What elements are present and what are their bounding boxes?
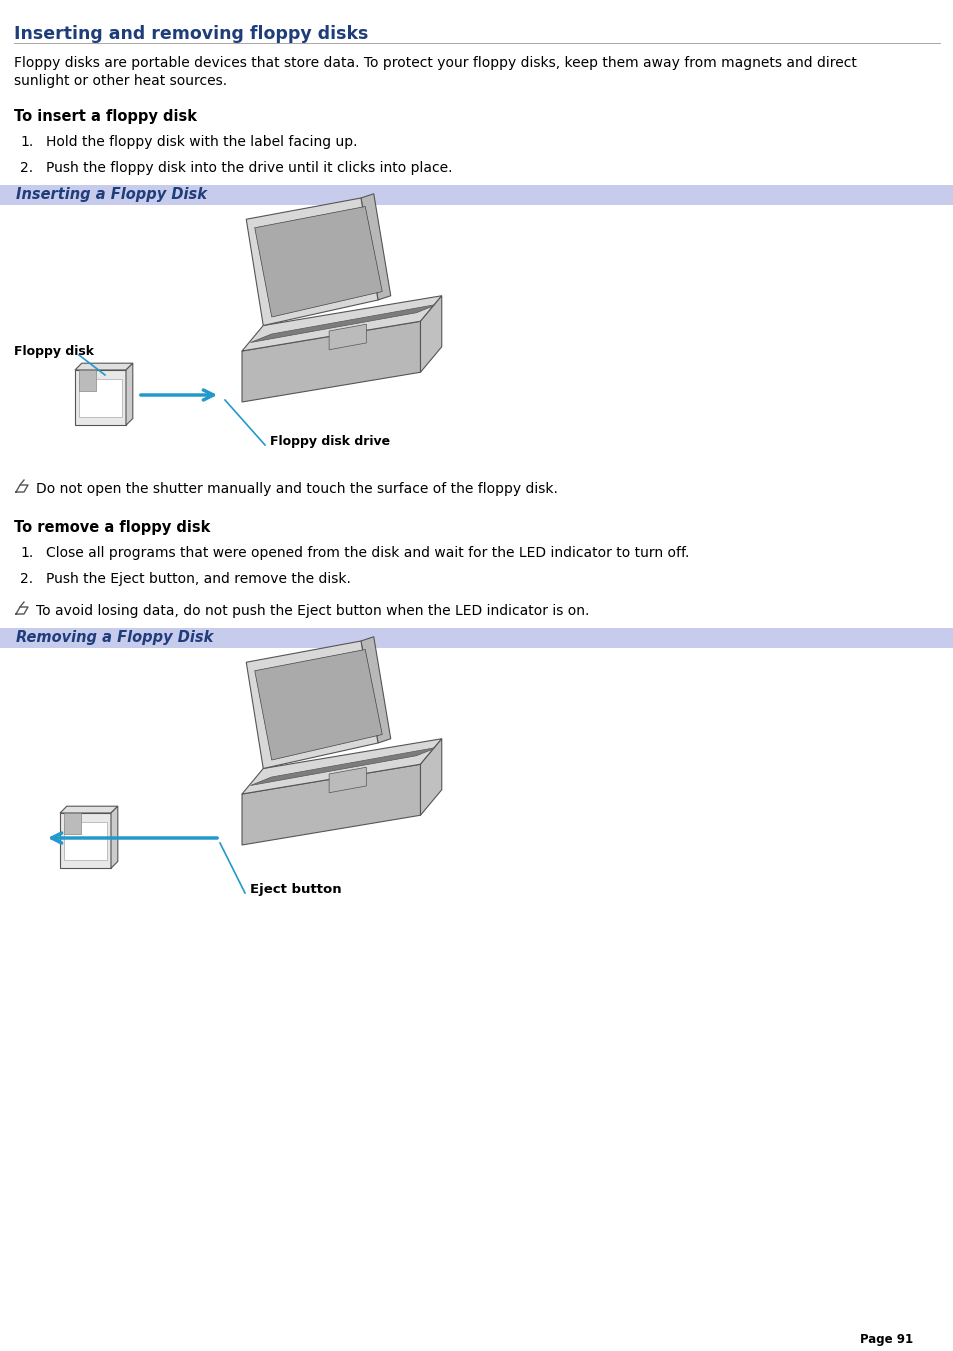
Text: Push the floppy disk into the drive until it clicks into place.: Push the floppy disk into the drive unti… [46, 161, 452, 176]
Text: Floppy disk: Floppy disk [14, 345, 94, 358]
Text: Removing a Floppy Disk: Removing a Floppy Disk [16, 630, 213, 644]
Polygon shape [251, 747, 437, 785]
Polygon shape [75, 370, 126, 426]
Polygon shape [242, 765, 420, 844]
Text: Inserting a Floppy Disk: Inserting a Floppy Disk [16, 186, 207, 203]
Text: Close all programs that were opened from the disk and wait for the LED indicator: Close all programs that were opened from… [46, 546, 689, 561]
Text: Inserting and removing floppy disks: Inserting and removing floppy disks [14, 26, 368, 43]
Polygon shape [60, 807, 117, 813]
Text: 1.: 1. [20, 135, 33, 149]
Polygon shape [242, 739, 441, 794]
Polygon shape [360, 193, 391, 300]
Polygon shape [79, 378, 122, 416]
Polygon shape [420, 296, 441, 373]
Polygon shape [242, 296, 441, 351]
Polygon shape [79, 370, 96, 392]
Text: To remove a floppy disk: To remove a floppy disk [14, 520, 211, 535]
Text: 1.: 1. [20, 546, 33, 561]
Polygon shape [242, 322, 420, 403]
Text: sunlight or other heat sources.: sunlight or other heat sources. [14, 74, 227, 88]
Text: Floppy disk drive: Floppy disk drive [270, 435, 390, 449]
Text: Do not open the shutter manually and touch the surface of the floppy disk.: Do not open the shutter manually and tou… [36, 482, 558, 496]
Text: Eject button: Eject button [250, 884, 341, 896]
Text: 2.: 2. [20, 571, 33, 586]
Polygon shape [254, 207, 382, 317]
Polygon shape [329, 324, 366, 350]
Text: To insert a floppy disk: To insert a floppy disk [14, 109, 196, 124]
Text: Hold the floppy disk with the label facing up.: Hold the floppy disk with the label faci… [46, 135, 357, 149]
Polygon shape [329, 767, 366, 793]
Polygon shape [111, 807, 117, 869]
Polygon shape [75, 363, 132, 370]
Text: 2.: 2. [20, 161, 33, 176]
Polygon shape [420, 739, 441, 815]
Polygon shape [60, 813, 111, 869]
Text: Floppy disks are portable devices that store data. To protect your floppy disks,: Floppy disks are portable devices that s… [14, 55, 856, 70]
Polygon shape [126, 363, 132, 426]
Polygon shape [64, 813, 81, 835]
Text: Page 91: Page 91 [859, 1333, 912, 1346]
Bar [0, 628, 953, 648]
Text: Push the Eject button, and remove the disk.: Push the Eject button, and remove the di… [46, 571, 351, 586]
Text: To avoid losing data, do not push the Eject button when the LED indicator is on.: To avoid losing data, do not push the Ej… [36, 604, 589, 617]
Polygon shape [64, 821, 107, 859]
Polygon shape [360, 636, 391, 743]
Polygon shape [254, 650, 382, 761]
Polygon shape [251, 304, 437, 343]
Polygon shape [246, 199, 377, 326]
Bar [0, 185, 953, 205]
Polygon shape [246, 640, 377, 769]
